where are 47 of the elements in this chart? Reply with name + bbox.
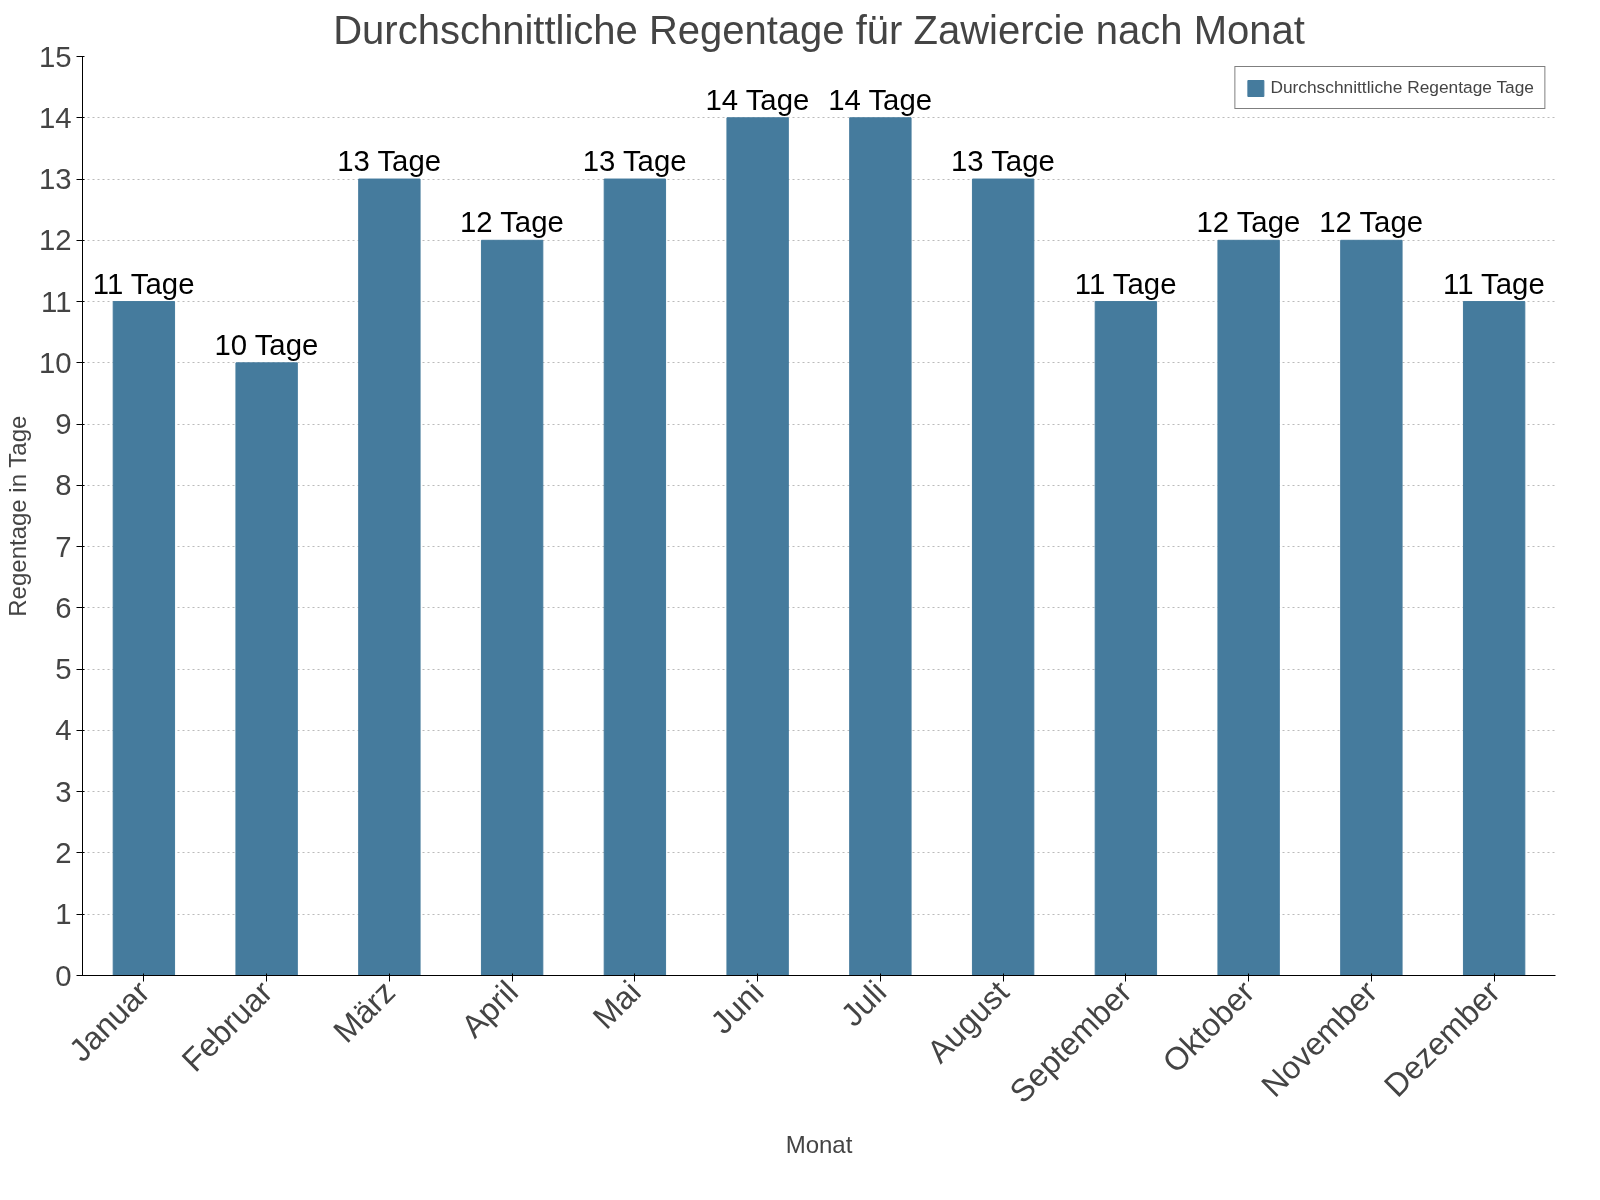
data-label: 10 Tage (214, 327, 319, 361)
data-label: 13 Tage (950, 144, 1055, 178)
bar (112, 301, 176, 976)
data-label: 12 Tage (459, 205, 564, 239)
data-label: 11 Tage (1443, 266, 1545, 300)
bar (849, 117, 912, 976)
bar (358, 178, 421, 976)
legend-label: Durchschnittliche Regentage Tage (1270, 77, 1534, 98)
y-axis-title: Regentage in Tage (3, 415, 31, 617)
data-label: 13 Tage (582, 144, 687, 178)
bar (726, 117, 789, 976)
x-tick-label: Juli (833, 973, 894, 1034)
data-label: 13 Tage (337, 144, 442, 178)
chart-title: Durchschnittliche Regentage für Zawiercie nach Monat (333, 7, 1305, 52)
y-tick-label: 13 (38, 162, 72, 196)
data-label: 11 Tage (1074, 266, 1177, 300)
bar (235, 362, 298, 976)
data-label: 12 Tage (1319, 205, 1424, 239)
data-label: 14 Tage (705, 82, 810, 116)
y-tick-label: 12 (38, 223, 72, 257)
bar (1462, 301, 1526, 976)
y-tick-label: 14 (38, 100, 72, 134)
y-tick-label: 0 (55, 958, 72, 992)
y-tick-label: 9 (55, 407, 72, 441)
y-tick-label: 4 (55, 713, 72, 747)
x-tick-label: Mai (585, 973, 648, 1036)
y-tick-label: 2 (55, 835, 72, 869)
y-tick-label: 8 (55, 468, 72, 502)
data-label: 14 Tage (828, 82, 933, 116)
y-tick-label: 6 (55, 590, 72, 624)
data-label: 12 Tage (1196, 205, 1301, 239)
y-tick-label: 1 (55, 897, 72, 931)
bar (1340, 239, 1403, 976)
y-tick-label: 11 (41, 284, 72, 318)
data-label: 11 Tage (92, 266, 195, 300)
x-tick-label: Juni (703, 973, 771, 1041)
bar (603, 178, 667, 976)
y-tick-label: 7 (55, 529, 72, 563)
bar (480, 239, 544, 976)
bar (1094, 301, 1158, 976)
x-axis-title: Monat (785, 1130, 853, 1158)
y-tick-label: 10 (38, 345, 72, 379)
y-tick-label: 15 (38, 39, 72, 73)
bar (971, 178, 1035, 976)
y-tick-label: 3 (55, 774, 72, 808)
y-tick-label: 5 (55, 652, 72, 686)
bar (1217, 239, 1280, 976)
